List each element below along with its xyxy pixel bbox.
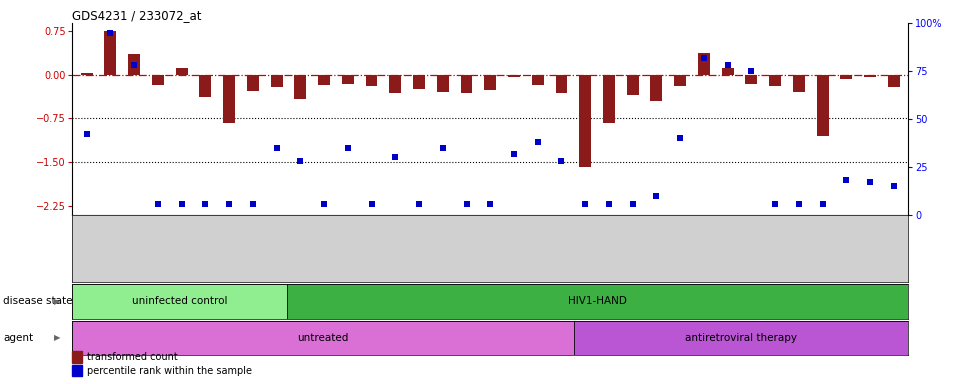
Point: [744, 68, 759, 74]
Bar: [674, 74, 686, 86]
Bar: [555, 74, 567, 93]
Point: [387, 154, 403, 161]
Bar: [413, 74, 425, 89]
Point: [554, 158, 569, 164]
Text: GDS4231 / 233072_at: GDS4231 / 233072_at: [72, 9, 202, 22]
Point: [863, 179, 878, 185]
Point: [838, 177, 854, 184]
Bar: [270, 74, 282, 88]
Point: [815, 200, 831, 207]
Point: [269, 145, 284, 151]
Point: [127, 62, 142, 68]
Bar: [650, 74, 663, 101]
Point: [435, 145, 450, 151]
Bar: [532, 74, 544, 85]
Bar: [176, 68, 187, 74]
Point: [625, 200, 640, 207]
Text: antiretroviral therapy: antiretroviral therapy: [685, 333, 797, 343]
Text: agent: agent: [3, 333, 33, 343]
Bar: [295, 74, 306, 99]
Text: untreated: untreated: [298, 333, 349, 343]
Point: [696, 55, 712, 61]
Bar: [287, 284, 908, 319]
Bar: [152, 74, 164, 85]
Bar: [580, 74, 591, 167]
Point: [412, 200, 427, 207]
Point: [221, 200, 237, 207]
Bar: [574, 321, 908, 355]
Bar: [389, 74, 401, 93]
Bar: [72, 284, 287, 319]
Text: uninfected control: uninfected control: [132, 296, 228, 306]
Point: [316, 200, 331, 207]
Bar: [461, 74, 472, 93]
Bar: [104, 31, 116, 74]
Point: [293, 158, 308, 164]
Point: [791, 200, 807, 207]
Bar: [793, 74, 805, 92]
Point: [102, 30, 118, 36]
Point: [483, 200, 498, 207]
Text: ▶: ▶: [54, 297, 61, 306]
Point: [459, 200, 474, 207]
Bar: [318, 74, 330, 85]
Bar: [365, 74, 378, 86]
Bar: [769, 74, 781, 86]
Point: [767, 200, 782, 207]
Bar: [865, 74, 876, 77]
Point: [601, 200, 616, 207]
Text: percentile rank within the sample: percentile rank within the sample: [87, 366, 252, 376]
Bar: [199, 74, 212, 97]
Bar: [223, 74, 235, 122]
Point: [649, 193, 665, 199]
Bar: [437, 74, 448, 92]
Point: [340, 145, 355, 151]
Bar: [722, 68, 733, 74]
Bar: [888, 74, 899, 88]
Point: [672, 135, 688, 141]
Bar: [746, 74, 757, 84]
Point: [150, 200, 165, 207]
Text: ▶: ▶: [54, 333, 61, 343]
Text: HIV1-HAND: HIV1-HAND: [568, 296, 627, 306]
Bar: [508, 74, 520, 78]
Text: transformed count: transformed count: [87, 352, 178, 362]
Bar: [81, 73, 93, 74]
Bar: [247, 74, 259, 91]
Bar: [698, 53, 710, 74]
Bar: [603, 74, 615, 122]
Point: [364, 200, 380, 207]
Bar: [627, 74, 639, 95]
Point: [245, 200, 261, 207]
Bar: [342, 74, 354, 84]
Point: [174, 200, 189, 207]
Point: [720, 62, 735, 68]
Bar: [840, 74, 852, 79]
Point: [198, 200, 213, 207]
Bar: [72, 321, 574, 355]
Bar: [128, 54, 140, 74]
Point: [530, 139, 546, 145]
Point: [79, 131, 95, 137]
Bar: [484, 74, 497, 90]
Point: [578, 200, 593, 207]
Bar: [816, 74, 829, 136]
Text: disease state: disease state: [3, 296, 72, 306]
Point: [506, 151, 522, 157]
Point: [886, 183, 901, 189]
